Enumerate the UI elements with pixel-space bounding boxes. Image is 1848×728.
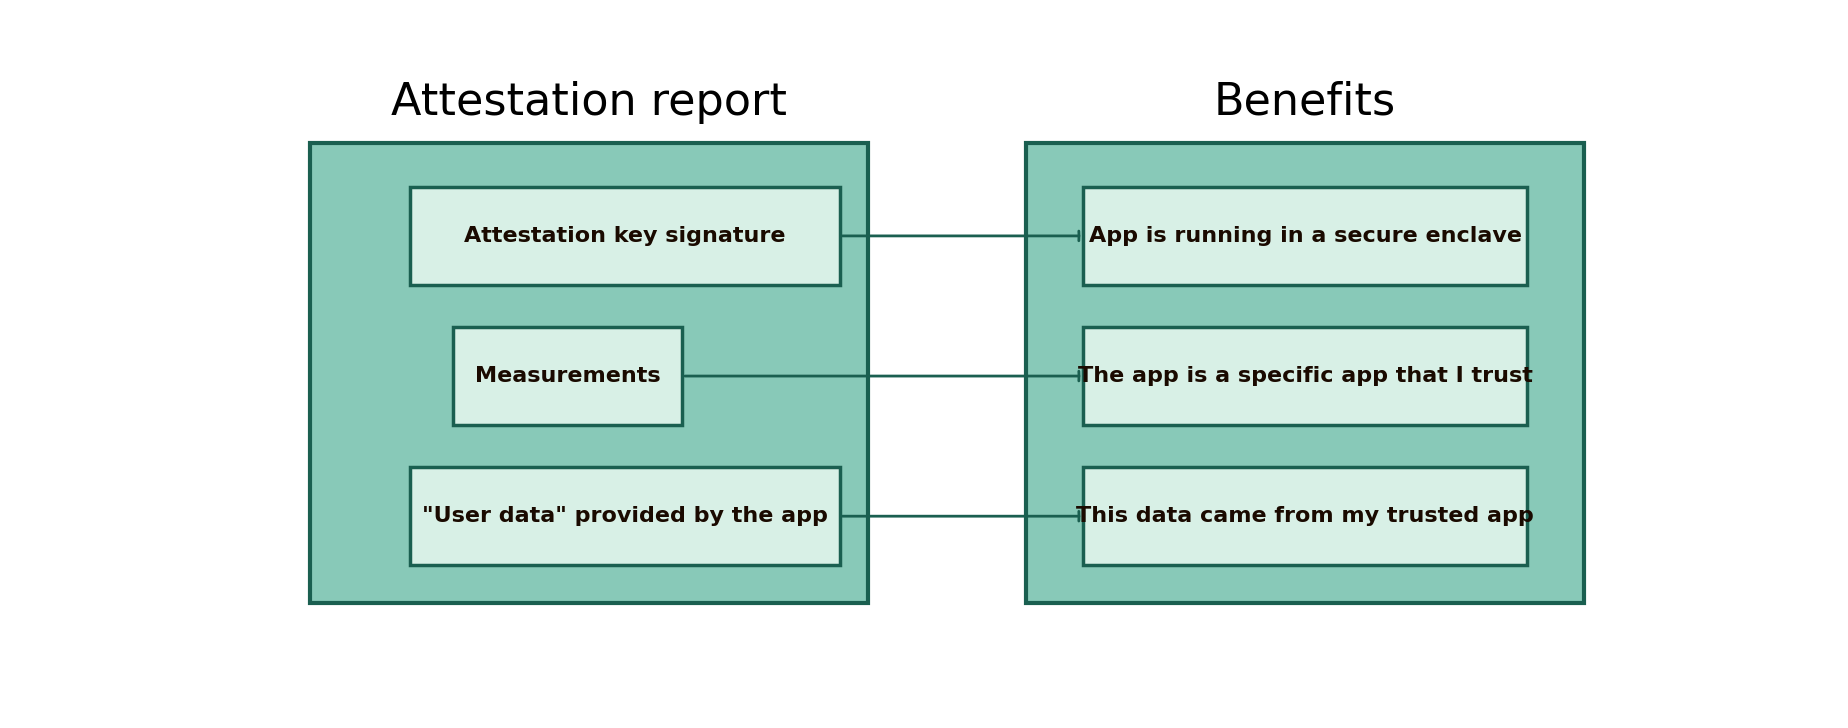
Text: Benefits: Benefits <box>1214 81 1397 124</box>
Text: "User data" provided by the app: "User data" provided by the app <box>421 506 828 526</box>
FancyBboxPatch shape <box>1083 467 1526 565</box>
Text: Attestation key signature: Attestation key signature <box>464 226 785 246</box>
FancyBboxPatch shape <box>410 467 839 565</box>
FancyBboxPatch shape <box>1083 327 1526 425</box>
FancyBboxPatch shape <box>453 327 682 425</box>
Text: Attestation report: Attestation report <box>392 81 787 124</box>
FancyBboxPatch shape <box>310 143 869 603</box>
Text: This data came from my trusted app: This data came from my trusted app <box>1076 506 1534 526</box>
Text: App is running in a secure enclave: App is running in a secure enclave <box>1088 226 1521 246</box>
Text: Measurements: Measurements <box>475 366 660 386</box>
FancyBboxPatch shape <box>1026 143 1584 603</box>
FancyBboxPatch shape <box>410 187 839 285</box>
FancyBboxPatch shape <box>1083 187 1526 285</box>
Text: The app is a specific app that I trust: The app is a specific app that I trust <box>1077 366 1532 386</box>
